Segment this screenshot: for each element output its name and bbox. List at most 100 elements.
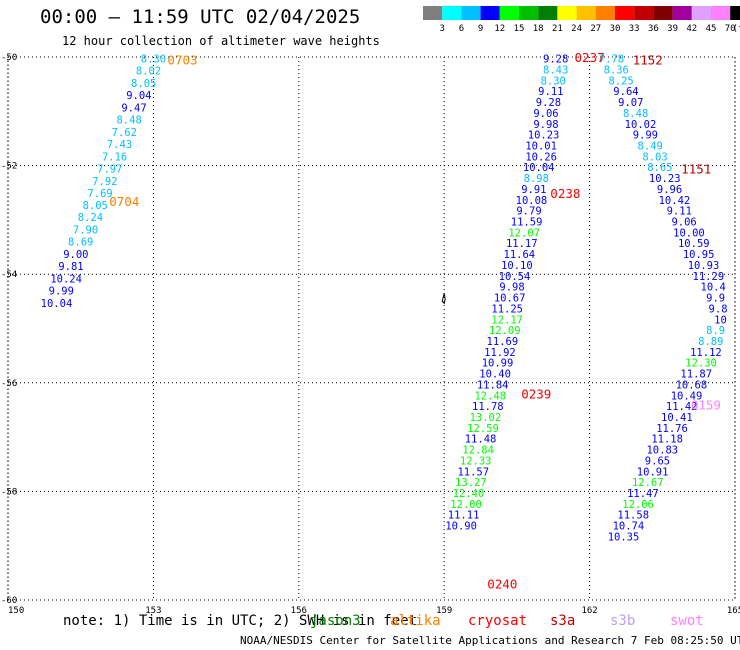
wave-height-point: 9.98 <box>499 282 524 294</box>
wave-height-point: 11.58 <box>617 510 649 522</box>
wave-height-point: 10 <box>714 314 727 326</box>
wave-height-point: 9.11 <box>667 206 692 218</box>
wave-height-point: 10.01 <box>525 141 557 153</box>
wave-height-point: 8.36 <box>604 64 629 76</box>
wave-height-point: 9.06 <box>533 108 558 120</box>
wave-height-point: 11.78 <box>472 401 504 413</box>
wave-height-point: 12.06 <box>622 499 654 511</box>
wave-height-point: 11.48 <box>465 434 497 446</box>
colorbar-swatch <box>615 6 635 20</box>
wave-height-point: 12.09 <box>489 325 521 337</box>
wave-height-point: 9.79 <box>516 206 541 218</box>
legend-s3a: s3a <box>550 613 576 629</box>
wave-height-point: 8.05 <box>83 200 108 212</box>
colorbar-label: 24 <box>571 24 582 34</box>
wave-height-point: 10.59 <box>678 238 710 250</box>
plot-frame <box>7 56 736 601</box>
y-tick-label: -54 <box>1 270 17 280</box>
wave-height-point: 12.67 <box>632 477 664 489</box>
y-tick-label: -50 <box>1 53 17 63</box>
pass-time-label: 0238 <box>550 186 580 201</box>
pass-time-label: 0159 <box>691 398 721 413</box>
wave-height-point: 7.62 <box>112 127 137 139</box>
pass-time-label: 0237 <box>575 50 605 65</box>
wave-height-point: 8.02 <box>136 66 161 78</box>
wave-height-point: 10.4 <box>701 282 726 294</box>
island-outline <box>441 293 446 305</box>
y-tick-label: -56 <box>1 379 17 389</box>
pass-time-label: 0239 <box>521 387 551 402</box>
colorbar-label: (ft) <box>733 24 740 34</box>
colorbar-swatch <box>711 6 731 20</box>
wave-height-point: 11.59 <box>511 217 543 229</box>
wave-height-point: 8.65 <box>647 162 672 174</box>
wave-height-point: 8.98 <box>524 173 549 185</box>
wave-height-point: 12.84 <box>462 445 494 457</box>
wave-height-point: 7.69 <box>87 188 112 200</box>
wave-height-point: 8.89 <box>698 336 723 348</box>
wave-height-point: 10.02 <box>625 119 657 131</box>
wave-height-point: 10.74 <box>613 521 645 533</box>
wave-height-point: 12.48 <box>474 390 506 402</box>
footer-credit: NOAA/NESDIS Center for Satellite Applica… <box>240 634 740 647</box>
legend-altika: altika <box>390 613 441 629</box>
wave-height-point: 11.69 <box>487 336 519 348</box>
page-title: 00:00 – 11:59 UTC 02/04/2025 <box>40 6 361 28</box>
colorbar-label: 18 <box>533 24 544 34</box>
wave-height-point: 10.95 <box>683 249 715 261</box>
wave-height-point: 9.8 <box>709 303 728 315</box>
x-tick-label: 165 <box>727 606 740 616</box>
wave-height-point: 9.96 <box>657 184 682 196</box>
colorbar-swatch <box>653 6 673 20</box>
colorbar-swatch <box>576 6 596 20</box>
colorbar-swatch <box>519 6 539 20</box>
wave-height-point: 10.83 <box>646 445 678 457</box>
wave-height-point: 11.87 <box>680 369 712 381</box>
colorbar-swatch <box>461 6 481 20</box>
wave-height-point: 10.91 <box>637 466 669 478</box>
wave-height-point: 10.99 <box>482 358 514 370</box>
wave-height-point: 9.11 <box>538 86 563 98</box>
wave-height-point: 11.42 <box>666 401 698 413</box>
wave-height-point: 10.24 <box>50 274 82 286</box>
wave-height-point: 9.28 <box>536 97 561 109</box>
wave-height-point: 11.25 <box>491 303 523 315</box>
wave-height-point: 10.08 <box>516 195 548 207</box>
colorbar-swatch <box>423 6 443 20</box>
wave-height-point: 10.10 <box>501 260 533 272</box>
wave-height-point: 7.92 <box>92 176 117 188</box>
colorbar-swatch <box>538 6 558 20</box>
colorbar-swatch <box>595 6 615 20</box>
wave-height-point: 10.00 <box>673 227 705 239</box>
wave-height-point: 9.9 <box>706 293 725 305</box>
wave-height-point: 10.26 <box>525 151 557 163</box>
colorbar-label: 36 <box>648 24 659 34</box>
wave-height-point: 8.24 <box>78 212 103 224</box>
wave-height-point: 8.69 <box>68 237 93 249</box>
wave-height-point: 10.40 <box>479 369 511 381</box>
colorbar-label: 33 <box>629 24 640 34</box>
colorbar-label: 9 <box>478 24 483 34</box>
colorbar-label: 21 <box>552 24 563 34</box>
wave-height-point: 9.65 <box>645 455 670 467</box>
colorbar-label: 42 <box>686 24 697 34</box>
wave-height-point: 8.03 <box>642 151 667 163</box>
pass-time-label: 1151 <box>681 161 711 176</box>
wave-height-point: 8.49 <box>638 141 663 153</box>
colorbar-label: 45 <box>706 24 717 34</box>
wave-height-point: 9.06 <box>671 217 696 229</box>
wave-height-point: 10.93 <box>688 260 720 272</box>
wave-height-point: 12.30 <box>685 358 717 370</box>
x-tick-label: 162 <box>581 606 597 616</box>
y-tick-label: -58 <box>1 487 17 497</box>
pass-time-label: 0704 <box>109 194 139 209</box>
wave-height-point: 10.68 <box>676 379 708 391</box>
legend-cryosat: cryosat <box>468 613 528 629</box>
colorbar-swatch <box>499 6 519 20</box>
wave-height-point: 9.28 <box>543 54 568 66</box>
colorbar-label: 70 <box>725 24 736 34</box>
wave-height-point: 7.43 <box>107 139 132 151</box>
wave-height-point: 12.17 <box>491 314 523 326</box>
